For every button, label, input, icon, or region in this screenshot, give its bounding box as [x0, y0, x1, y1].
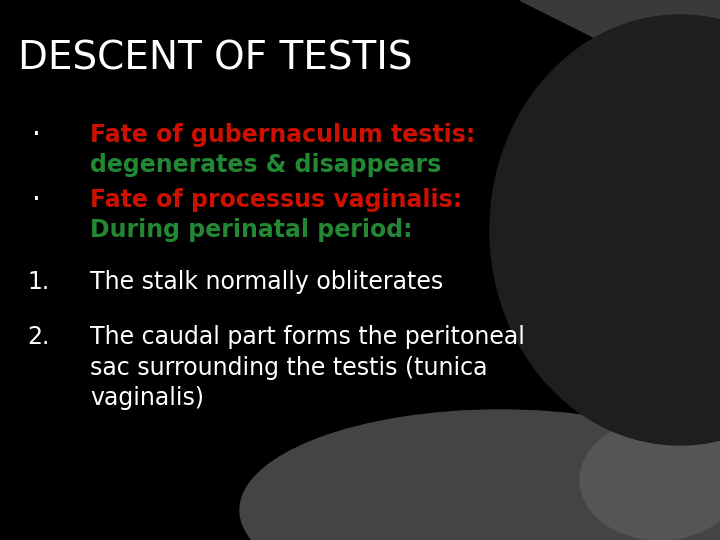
Text: DESCENT OF TESTIS: DESCENT OF TESTIS	[18, 40, 413, 78]
Text: degenerates & disappears: degenerates & disappears	[90, 153, 441, 177]
Ellipse shape	[240, 410, 720, 540]
Text: During perinatal period:: During perinatal period:	[90, 218, 413, 242]
Text: ·: ·	[32, 121, 41, 149]
Text: The caudal part forms the peritoneal
sac surrounding the testis (tunica
vaginali: The caudal part forms the peritoneal sac…	[90, 325, 525, 410]
Ellipse shape	[490, 15, 720, 445]
Text: Fate of processus vaginalis:: Fate of processus vaginalis:	[90, 188, 462, 212]
Text: Fate of gubernaculum testis:: Fate of gubernaculum testis:	[90, 123, 475, 147]
Text: ·: ·	[32, 186, 41, 214]
Ellipse shape	[580, 420, 720, 540]
Text: The stalk normally obliterates: The stalk normally obliterates	[90, 270, 444, 294]
Polygon shape	[520, 0, 720, 100]
Text: 1.: 1.	[28, 270, 50, 294]
Text: 2.: 2.	[27, 325, 50, 349]
